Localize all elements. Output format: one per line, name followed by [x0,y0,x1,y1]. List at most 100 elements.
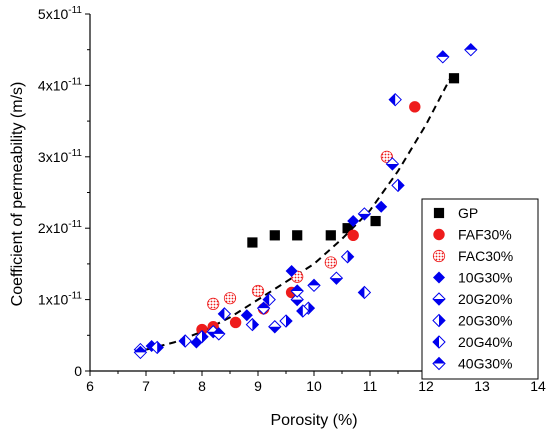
marker-fill [263,293,270,306]
data-point [229,316,242,329]
y-tick-label: 5x10-11 [38,5,83,22]
y-axis-title: Coefficient of permeability (m/s) [9,82,26,307]
data-point [268,320,282,334]
legend-marker [432,249,446,263]
x-tick-label: 11 [363,378,378,394]
marker-shape [448,73,460,84]
legend: GP FAF30% FAC30% 10G30% 20G20% 20G30% 20G40% 40… [421,198,539,380]
x-tick-label: 12 [418,378,434,394]
legend-label: GP [458,205,478,221]
data-point [385,157,400,171]
marker-shape [370,215,381,227]
marker-fill [439,314,445,327]
data-point [375,200,388,213]
series-20g30pct [150,178,405,355]
marker-fill [433,299,445,305]
legend-marker [433,228,445,241]
legend-label: 40G30% [458,356,512,372]
data-point [357,207,372,221]
data-point [347,229,359,242]
data-point [279,314,293,328]
data-point [329,271,344,285]
marker-fill [358,213,371,220]
marker-fill [433,357,445,364]
y-tick-label: 4x10-11 [38,76,83,93]
data-point [409,101,421,113]
data-point [436,50,450,64]
marker-shape [269,230,280,241]
data-point [464,42,478,57]
data-point [324,256,337,269]
legend-label: 20G20% [458,291,512,307]
marker-fill [291,299,304,306]
legend-label: FAC30% [458,248,513,264]
marker-fill [433,336,439,348]
x-axis-title: Porosity (%) [270,412,357,429]
marker-shape [247,237,258,248]
data-point [388,92,402,107]
data-point [207,297,220,310]
marker-fill [212,327,225,334]
series-20g20pct [133,157,400,357]
data-point [256,301,271,315]
series-20g40pct [178,92,402,348]
data-point [340,250,355,264]
marker-fill [218,307,225,320]
data-point [448,73,460,84]
data-point [290,292,304,307]
marker-fill [358,286,365,299]
x-tick-label: 13 [474,378,490,394]
data-point [269,230,280,241]
legend-marker [432,292,446,306]
marker-shape [207,297,220,310]
x-tick-label: 6 [86,378,94,394]
data-point [296,304,310,318]
data-point [240,309,253,322]
data-point [380,150,393,163]
data-point [251,284,265,298]
marker-fill [308,302,315,315]
marker-shape [433,228,445,241]
data-points-layer [133,42,478,360]
data-point [150,340,164,355]
data-point [391,178,405,193]
data-point [262,292,276,307]
data-point [357,285,372,300]
marker-shape [380,150,393,163]
marker-shape [223,292,237,305]
legend-label: 20G30% [458,313,512,329]
marker-fill [308,279,320,286]
legend-box [421,198,539,380]
legend-marker [433,271,445,284]
legend-marker [433,207,445,219]
series-40g30pct [133,42,478,360]
data-point [245,317,260,332]
data-point [178,334,192,348]
marker-shape [251,284,265,298]
marker-fill [252,318,259,331]
marker-fill [257,302,270,309]
marker-fill [134,346,147,353]
marker-fill [268,326,281,333]
marker-fill [179,335,186,348]
data-point [217,307,232,321]
data-point [347,215,360,228]
legend-marker [432,335,446,349]
legend-marker [432,313,446,328]
series-gp [247,73,460,248]
data-point [325,230,336,241]
data-point [342,223,353,234]
marker-fill [286,315,292,328]
legend-marker [432,356,446,371]
data-point [285,265,298,278]
legend-label: 20G40% [458,334,512,350]
y-tick-label: 3x10-11 [38,148,83,165]
y-tick-label: 1x10-11 [38,291,83,308]
marker-shape [347,215,360,228]
marker-fill [464,43,477,50]
data-point [212,327,226,341]
x-tick-label: 14 [530,378,546,394]
marker-shape [229,316,242,329]
x-tick-label: 10 [306,378,322,394]
